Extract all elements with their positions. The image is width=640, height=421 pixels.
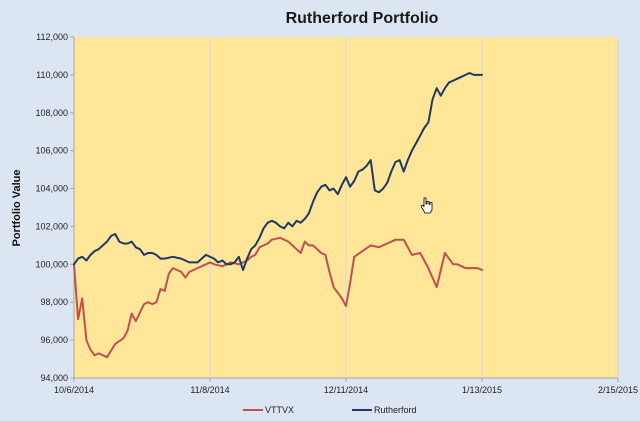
y-tick-labels: 94,000 96,000 98,000 100,000 102,000 104,000 1… [35,32,68,383]
y-tick-label: 100,000 [35,259,68,269]
series-line-vttvx [73,236,483,359]
x-tick-label: 1/13/2015 [462,385,502,395]
y-tick-label: 94,000 [40,373,68,383]
grid-lines [209,37,619,378]
y-tick-label: 108,000 [35,108,68,118]
x-tick-label: 12/11/2014 [324,385,368,395]
x-tick-label: 11/8/2014 [190,385,229,395]
y-tick-label: 106,000 [35,146,68,156]
legend-label-vttvx: VTTVX [265,405,294,415]
legend: VTTVX Rutherford [243,405,417,415]
x-tick-labels: 10/6/2014 11/8/2014 12/11/2014 1/13/2015 2/1… [54,385,638,395]
x-tick-label: 2/15/2015 [598,385,638,395]
chart-title: Rutherford Portfolio [286,10,439,27]
y-tick-label: 98,000 [40,297,68,307]
hand-cursor-icon [420,197,433,214]
series-lines [73,72,483,359]
y-tick-label: 104,000 [35,184,68,194]
y-tick-label: 96,000 [40,335,68,345]
y-tick-label: 112,000 [36,32,68,42]
y-tick-label: 110,000 [36,70,68,80]
y-axis-title: Portfolio Value [11,169,23,246]
x-tick-label: 10/6/2014 [54,385,94,395]
axes [70,36,619,382]
series-line-rutherford [73,72,483,271]
y-tick-label: 102,000 [35,221,68,231]
legend-label-rutherford: Rutherford [374,405,417,415]
